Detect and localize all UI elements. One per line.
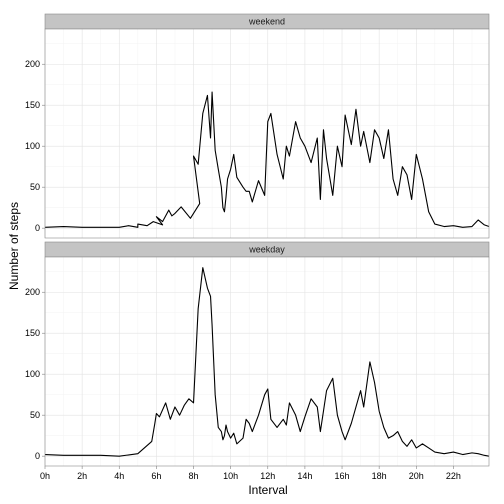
y-tick-label: 50	[30, 410, 40, 420]
x-tick-label: 12h	[260, 471, 275, 481]
y-tick-label: 0	[35, 223, 40, 233]
facet-panel-weekend: weekend 0 50 100 150 200	[25, 13, 490, 239]
x-tick-label: 14h	[297, 471, 312, 481]
y-tick-label: 0	[35, 451, 40, 461]
panel-border	[44, 256, 490, 467]
x-tick-label: 16h	[335, 471, 350, 481]
y-tick-label: 150	[25, 328, 40, 338]
y-tick-label: 100	[25, 141, 40, 151]
y-tick-label: 50	[30, 182, 40, 192]
facet-panel-weekday: weekday 0 50 100 150 200	[25, 241, 490, 467]
x-tick-label: 2h	[77, 471, 87, 481]
facet-panels: weekend 0 50 100 150 200 weekday 0 50 100 150 200	[25, 13, 490, 467]
x-tick-label: 8h	[189, 471, 199, 481]
x-tick-label: 0h	[40, 471, 50, 481]
x-tick-label: 10h	[223, 471, 238, 481]
y-tick-label: 150	[25, 100, 40, 110]
x-tick-label: 18h	[372, 471, 387, 481]
facet-strip-label: weekday	[248, 245, 285, 255]
x-tick-label: 4h	[114, 471, 124, 481]
y-tick-label: 200	[25, 287, 40, 297]
x-tick-label: 6h	[151, 471, 161, 481]
y-axis: 0 50 100 150 200	[25, 287, 45, 461]
y-tick-label: 200	[25, 59, 40, 69]
series-line-weekday	[44, 267, 490, 457]
panel-border	[44, 28, 490, 239]
series-line-weekend	[44, 91, 490, 228]
facet-strip-label: weekend	[248, 17, 285, 27]
x-axis: 0h 2h 4h 6h 8h 10h 12h 14h 16h 18h 20h 22h	[40, 466, 461, 481]
y-tick-label: 100	[25, 369, 40, 379]
panel-background	[45, 257, 489, 466]
x-tick-label: 20h	[409, 471, 424, 481]
x-axis-title: Interval	[248, 483, 287, 497]
x-tick-label: 22h	[446, 471, 461, 481]
y-axis: 0 50 100 150 200	[25, 59, 45, 233]
y-axis-title: Number of steps	[7, 202, 21, 290]
